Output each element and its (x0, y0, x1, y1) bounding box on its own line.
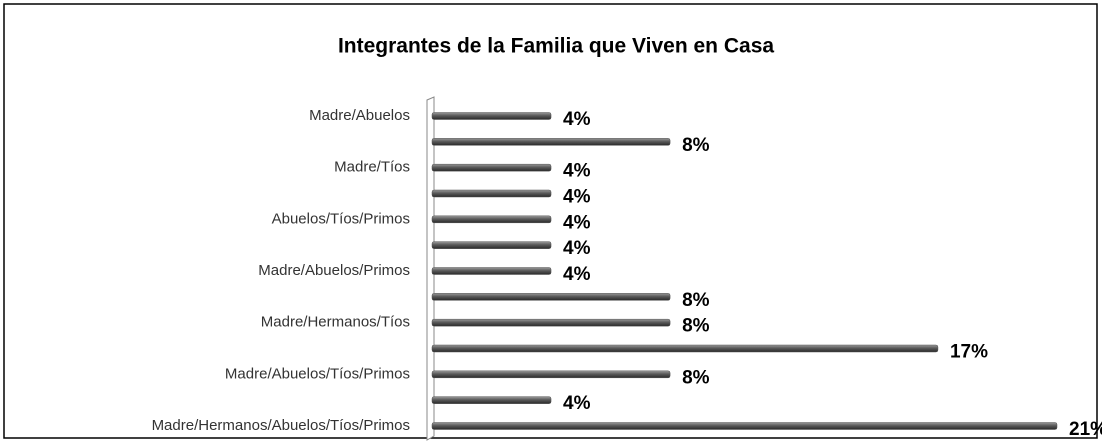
bar (431, 189, 552, 198)
value-label: 4% (563, 187, 591, 208)
value-label: 21% (1069, 419, 1102, 440)
value-label: 8% (682, 367, 710, 388)
bar (431, 241, 552, 249)
value-label: 8% (682, 290, 710, 311)
y-tick-label: Madre/Hermanos/Abuelos/Tíos/Primos (152, 417, 410, 434)
value-label: 4% (563, 212, 591, 233)
value-label: 4% (563, 264, 591, 285)
y-tick-label: Madre/Abuelos (309, 107, 410, 124)
bar (431, 422, 1058, 430)
value-label: 8% (682, 135, 710, 156)
bar (431, 163, 552, 172)
value-label: 4% (563, 161, 591, 182)
bar (431, 318, 671, 327)
y-tick-label: Abuelos/Tíos/Primos (272, 210, 410, 227)
y-tick-label: Madre/Tíos (334, 159, 410, 176)
value-label: 8% (682, 316, 710, 337)
bar (431, 344, 939, 353)
value-label: 17% (950, 342, 988, 363)
bar (431, 267, 552, 275)
y-tick-label: Madre/Abuelos/Primos (258, 262, 410, 279)
chart-title: Integrantes de la Familia que Viven en C… (338, 35, 774, 58)
bar (431, 138, 671, 146)
bar (431, 112, 552, 120)
axis-wall (426, 96, 435, 441)
bar (431, 215, 552, 224)
bar (431, 396, 552, 404)
y-tick-label: Madre/Abuelos/Tíos/Primos (225, 365, 410, 382)
y-tick-label: Madre/Hermanos/Tíos (261, 314, 410, 331)
value-label: 4% (563, 238, 591, 259)
bar (431, 370, 671, 379)
bar (431, 293, 671, 301)
value-label: 4% (563, 393, 591, 414)
value-label: 4% (563, 109, 591, 130)
